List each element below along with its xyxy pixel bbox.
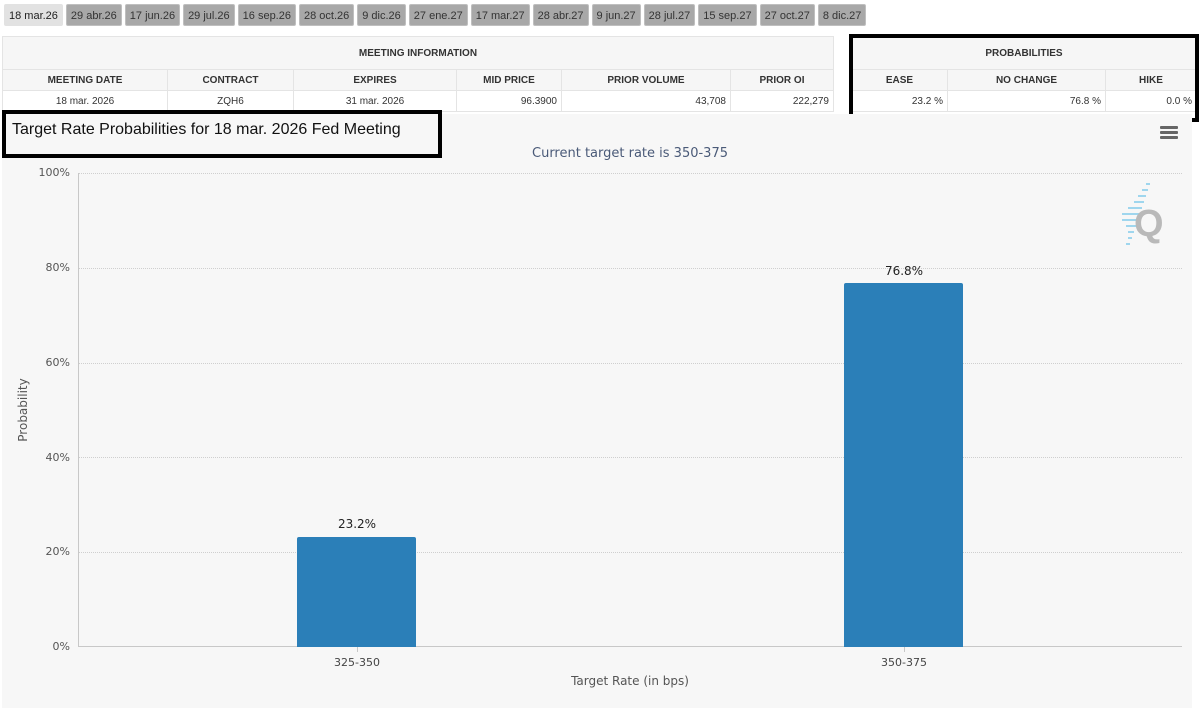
col-prior-volume: PRIOR VOLUME — [561, 69, 731, 91]
bar-value-label: 76.8% — [884, 264, 924, 278]
tab-16-sep-26[interactable]: 16 sep.26 — [237, 4, 296, 26]
tab-15-sep-27[interactable]: 15 sep.27 — [698, 4, 757, 26]
table-row: 23.2 % 76.8 % 0.0 % — [851, 90, 1197, 112]
prior-oi-value: 222,279 — [730, 90, 834, 112]
quikstrike-logo-icon: Q — [1122, 183, 1164, 245]
probabilities-header: PROBABILITIES — [851, 36, 1197, 70]
y-axis-label: Probability — [16, 378, 30, 442]
tab-28-oct-26[interactable]: 28 oct.26 — [298, 4, 355, 26]
x-axis-label: Target Rate (in bps) — [571, 674, 689, 688]
col-no-change: NO CHANGE — [947, 69, 1106, 91]
ease-value: 23.2 % — [851, 90, 948, 112]
expires-value: 31 mar. 2026 — [293, 90, 457, 112]
meeting-information-header: MEETING INFORMATION — [2, 36, 834, 70]
bar-325-350[interactable] — [297, 537, 416, 647]
y-tick-100: 100% — [38, 166, 70, 179]
col-hike: HIKE — [1105, 69, 1197, 91]
probabilities-table: PROBABILITIES EASE NO CHANGE HIKE 23.2 %… — [851, 36, 1197, 112]
no-change-value: 76.8 % — [947, 90, 1106, 112]
x-axis-line — [78, 646, 1182, 647]
tab-17-mar-27[interactable]: 17 mar.27 — [470, 4, 530, 26]
y-tick-0: 0% — [52, 640, 70, 653]
chart-subtitle: Current target rate is 350-375 — [532, 146, 728, 161]
contract-value: ZQH6 — [167, 90, 294, 112]
tab-27-oct-27[interactable]: 27 oct.27 — [759, 4, 815, 26]
col-mid-price: MID PRICE — [456, 69, 562, 91]
y-tick-60: 60% — [45, 356, 70, 369]
tab-8-dic-27[interactable]: 8 dic.27 — [817, 4, 867, 26]
chart-title: Target Rate Probabilities for 18 mar. 20… — [6, 114, 438, 156]
hike-value: 0.0 % — [1105, 90, 1197, 112]
y-tick-20: 20% — [45, 545, 70, 558]
meeting-information-table: MEETING INFORMATION MEETING DATE CONTRAC… — [2, 36, 834, 112]
meeting-date-value: 18 mar. 2026 — [2, 90, 168, 112]
col-contract: CONTRACT — [167, 69, 294, 91]
tab-28-jul-27[interactable]: 28 jul.27 — [643, 4, 696, 26]
tab-28-abr-27[interactable]: 28 abr.27 — [532, 4, 589, 26]
bar-value-label: 23.2% — [337, 517, 377, 531]
plot-area — [78, 173, 1182, 647]
col-meeting-date: MEETING DATE — [2, 69, 168, 91]
col-expires: EXPIRES — [293, 69, 457, 91]
y-tick-40: 40% — [45, 451, 70, 464]
col-ease: EASE — [851, 69, 948, 91]
y-axis-line — [78, 173, 79, 647]
y-tick-80: 80% — [45, 261, 70, 274]
tab-18-mar-26[interactable]: 18 mar.26 — [4, 4, 63, 26]
meeting-date-tabs: 18 mar.26 29 abr.26 17 jun.26 29 jul.26 … — [4, 4, 867, 26]
hamburger-menu-icon[interactable] — [1160, 126, 1178, 140]
col-prior-oi: PRIOR OI — [730, 69, 834, 91]
prior-volume-value: 43,708 — [561, 90, 731, 112]
tab-9-dic-26[interactable]: 9 dic.26 — [357, 4, 406, 26]
tab-27-ene-27[interactable]: 27 ene.27 — [408, 4, 468, 26]
chart-container — [2, 114, 1192, 708]
tab-9-jun-27[interactable]: 9 jun.27 — [591, 4, 641, 26]
svg-text:Q: Q — [1134, 203, 1164, 245]
x-tick-350-375: 350-375 — [881, 656, 927, 669]
table-row: 18 mar. 2026 ZQH6 31 mar. 2026 96.3900 4… — [2, 90, 834, 112]
tab-17-jun-26[interactable]: 17 jun.26 — [124, 4, 181, 26]
tab-29-jul-26[interactable]: 29 jul.26 — [183, 4, 235, 26]
bar-350-375[interactable] — [844, 283, 963, 647]
x-tick-325-350: 325-350 — [334, 656, 380, 669]
mid-price-value: 96.3900 — [456, 90, 562, 112]
tab-29-abr-26[interactable]: 29 abr.26 — [65, 4, 122, 26]
